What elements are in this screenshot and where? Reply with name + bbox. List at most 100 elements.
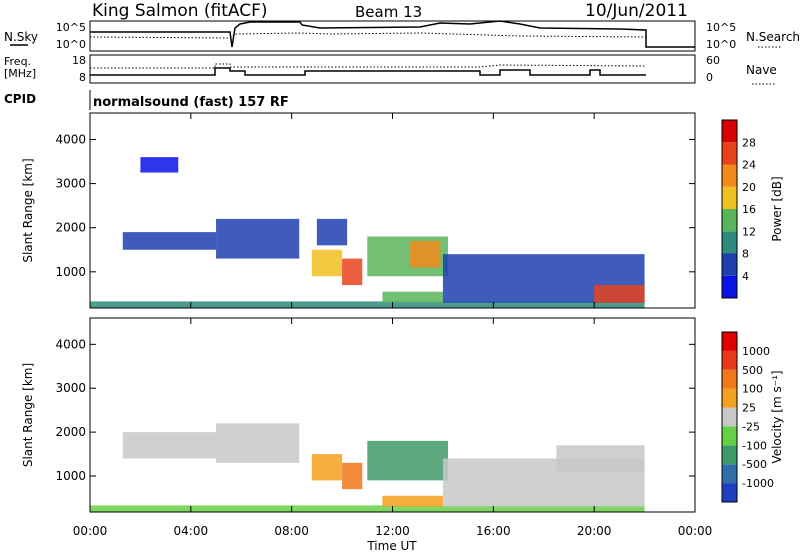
data-region [556, 445, 645, 472]
colorbar-segment [722, 120, 737, 143]
freq-label-1: Freq. [4, 55, 31, 68]
data-region [216, 423, 300, 463]
colorbar-segment [722, 164, 737, 187]
colorbar-tick-label: 20 [742, 181, 756, 194]
data-region [594, 285, 645, 303]
colorbar-tick-label: 500 [742, 364, 763, 377]
colorbar-frame [721, 119, 738, 299]
data-region [122, 432, 217, 459]
nsky-label: N.Sky [4, 30, 38, 44]
colorbar-segment [722, 445, 737, 465]
y-tick-label: 1000 [55, 469, 86, 483]
data-region [367, 440, 448, 481]
data-region [311, 249, 343, 277]
data-region [316, 218, 348, 246]
colorbar-tick-label: -100 [742, 439, 767, 452]
data-region [122, 232, 217, 250]
data-region [410, 240, 441, 268]
freq-tick-top: 18 [72, 54, 86, 67]
freq-strip-frame [89, 54, 696, 84]
nave-tick-top: 60 [706, 54, 720, 67]
freq-label-2: [MHz] [4, 67, 36, 80]
colorbar-frame [721, 331, 738, 503]
colorbar-tick-label: 25 [742, 402, 756, 415]
colorbar-segment [722, 186, 737, 209]
data-region [90, 505, 645, 512]
nsearch-trace [89, 32, 647, 39]
power-panel: 1000 2000 3000 4000 Slant Range [km] 4 8 12 16 20… [21, 112, 784, 309]
nsky-trace [90, 20, 695, 48]
y-axis-label: Slant Range [km] [21, 158, 35, 262]
x-tick-label: 00:00 [73, 524, 108, 538]
colorbar-segment [722, 369, 737, 389]
program-name: normalsound (fast) 157 RF [93, 95, 289, 110]
colorbar-tick-label: 16 [742, 203, 756, 216]
colorbar-segment [722, 231, 737, 254]
colorbar-segment [722, 142, 737, 165]
x-tick-label: 08:00 [274, 524, 309, 538]
data-region [90, 301, 645, 308]
colorbar-segment [722, 275, 737, 298]
nsky-strip-frame [89, 20, 696, 52]
colorbar-tick-label: -500 [742, 458, 767, 471]
data-region [382, 495, 443, 507]
data-region [311, 454, 343, 481]
colorbar-segment [722, 209, 737, 232]
x-tick-label: 12:00 [375, 524, 410, 538]
beam-title: Beam 13 [355, 3, 422, 21]
y-tick-label: 4000 [55, 337, 86, 351]
data-region [216, 218, 300, 259]
colorbar-tick-label: -25 [742, 420, 760, 433]
y-axis-label: Slant Range [km] [21, 363, 35, 467]
velocity-panel: 1000 2000 3000 4000 Slant Range [km] 00:00 04:… [21, 317, 784, 538]
colorbar-segment [722, 388, 737, 408]
x-tick-label: 04:00 [174, 524, 209, 538]
nsearch-label: N.Search [746, 30, 800, 44]
y-tick-label: 2000 [55, 221, 86, 235]
data-region [342, 258, 363, 286]
nsky-tick-top: 10^5 [56, 21, 86, 34]
cpid-label: CPID [4, 92, 36, 106]
nsearch-tick-top: 10^5 [706, 21, 736, 34]
freq-tick-bottom: 8 [79, 71, 86, 84]
nsky-tick-bottom: 10^0 [56, 38, 86, 51]
colorbar-segment [722, 407, 737, 427]
colorbar-segment [722, 332, 737, 351]
nave-label: Nave [746, 63, 777, 77]
colorbar-tick-label: 12 [742, 225, 756, 238]
colorbar-segment [722, 483, 737, 502]
colorbar-segment [722, 350, 737, 370]
nave-trace [90, 63, 647, 69]
colorbar-label: Power [dB] [770, 176, 784, 241]
freq-trace [90, 67, 646, 76]
colorbar-tick-label: 100 [742, 383, 763, 396]
date-title: 10/Jun/2011 [585, 1, 688, 21]
nsearch-tick-bottom: 10^0 [706, 38, 736, 51]
colorbar-segment [722, 464, 737, 484]
data-region [342, 462, 363, 490]
y-tick-label: 3000 [55, 381, 86, 395]
colorbar-label: Velocity [m s⁻¹] [770, 370, 784, 463]
y-tick-label: 4000 [55, 132, 86, 146]
colorbar-tick-label: 8 [742, 248, 749, 261]
y-tick-label: 1000 [55, 265, 86, 279]
colorbar-tick-label: 28 [742, 136, 756, 149]
station-title: King Salmon (fitACF) [92, 1, 268, 21]
x-axis-label: Time UT [366, 539, 417, 553]
colorbar-tick-label: 24 [742, 159, 756, 172]
x-tick-label: 20:00 [577, 524, 612, 538]
x-tick-label: 00:00 [678, 524, 713, 538]
colorbar-tick-label: 1000 [742, 345, 770, 358]
data-region [382, 291, 443, 303]
data-region [140, 157, 179, 173]
y-tick-label: 3000 [55, 177, 86, 191]
y-tick-label: 2000 [55, 425, 86, 439]
nave-tick-bottom: 0 [706, 71, 713, 84]
colorbar-tick-label: -1000 [742, 477, 774, 490]
colorbar-segment [722, 253, 737, 276]
x-tick-label: 16:00 [476, 524, 511, 538]
colorbar-segment [722, 426, 737, 446]
colorbar-tick-label: 4 [742, 270, 749, 283]
